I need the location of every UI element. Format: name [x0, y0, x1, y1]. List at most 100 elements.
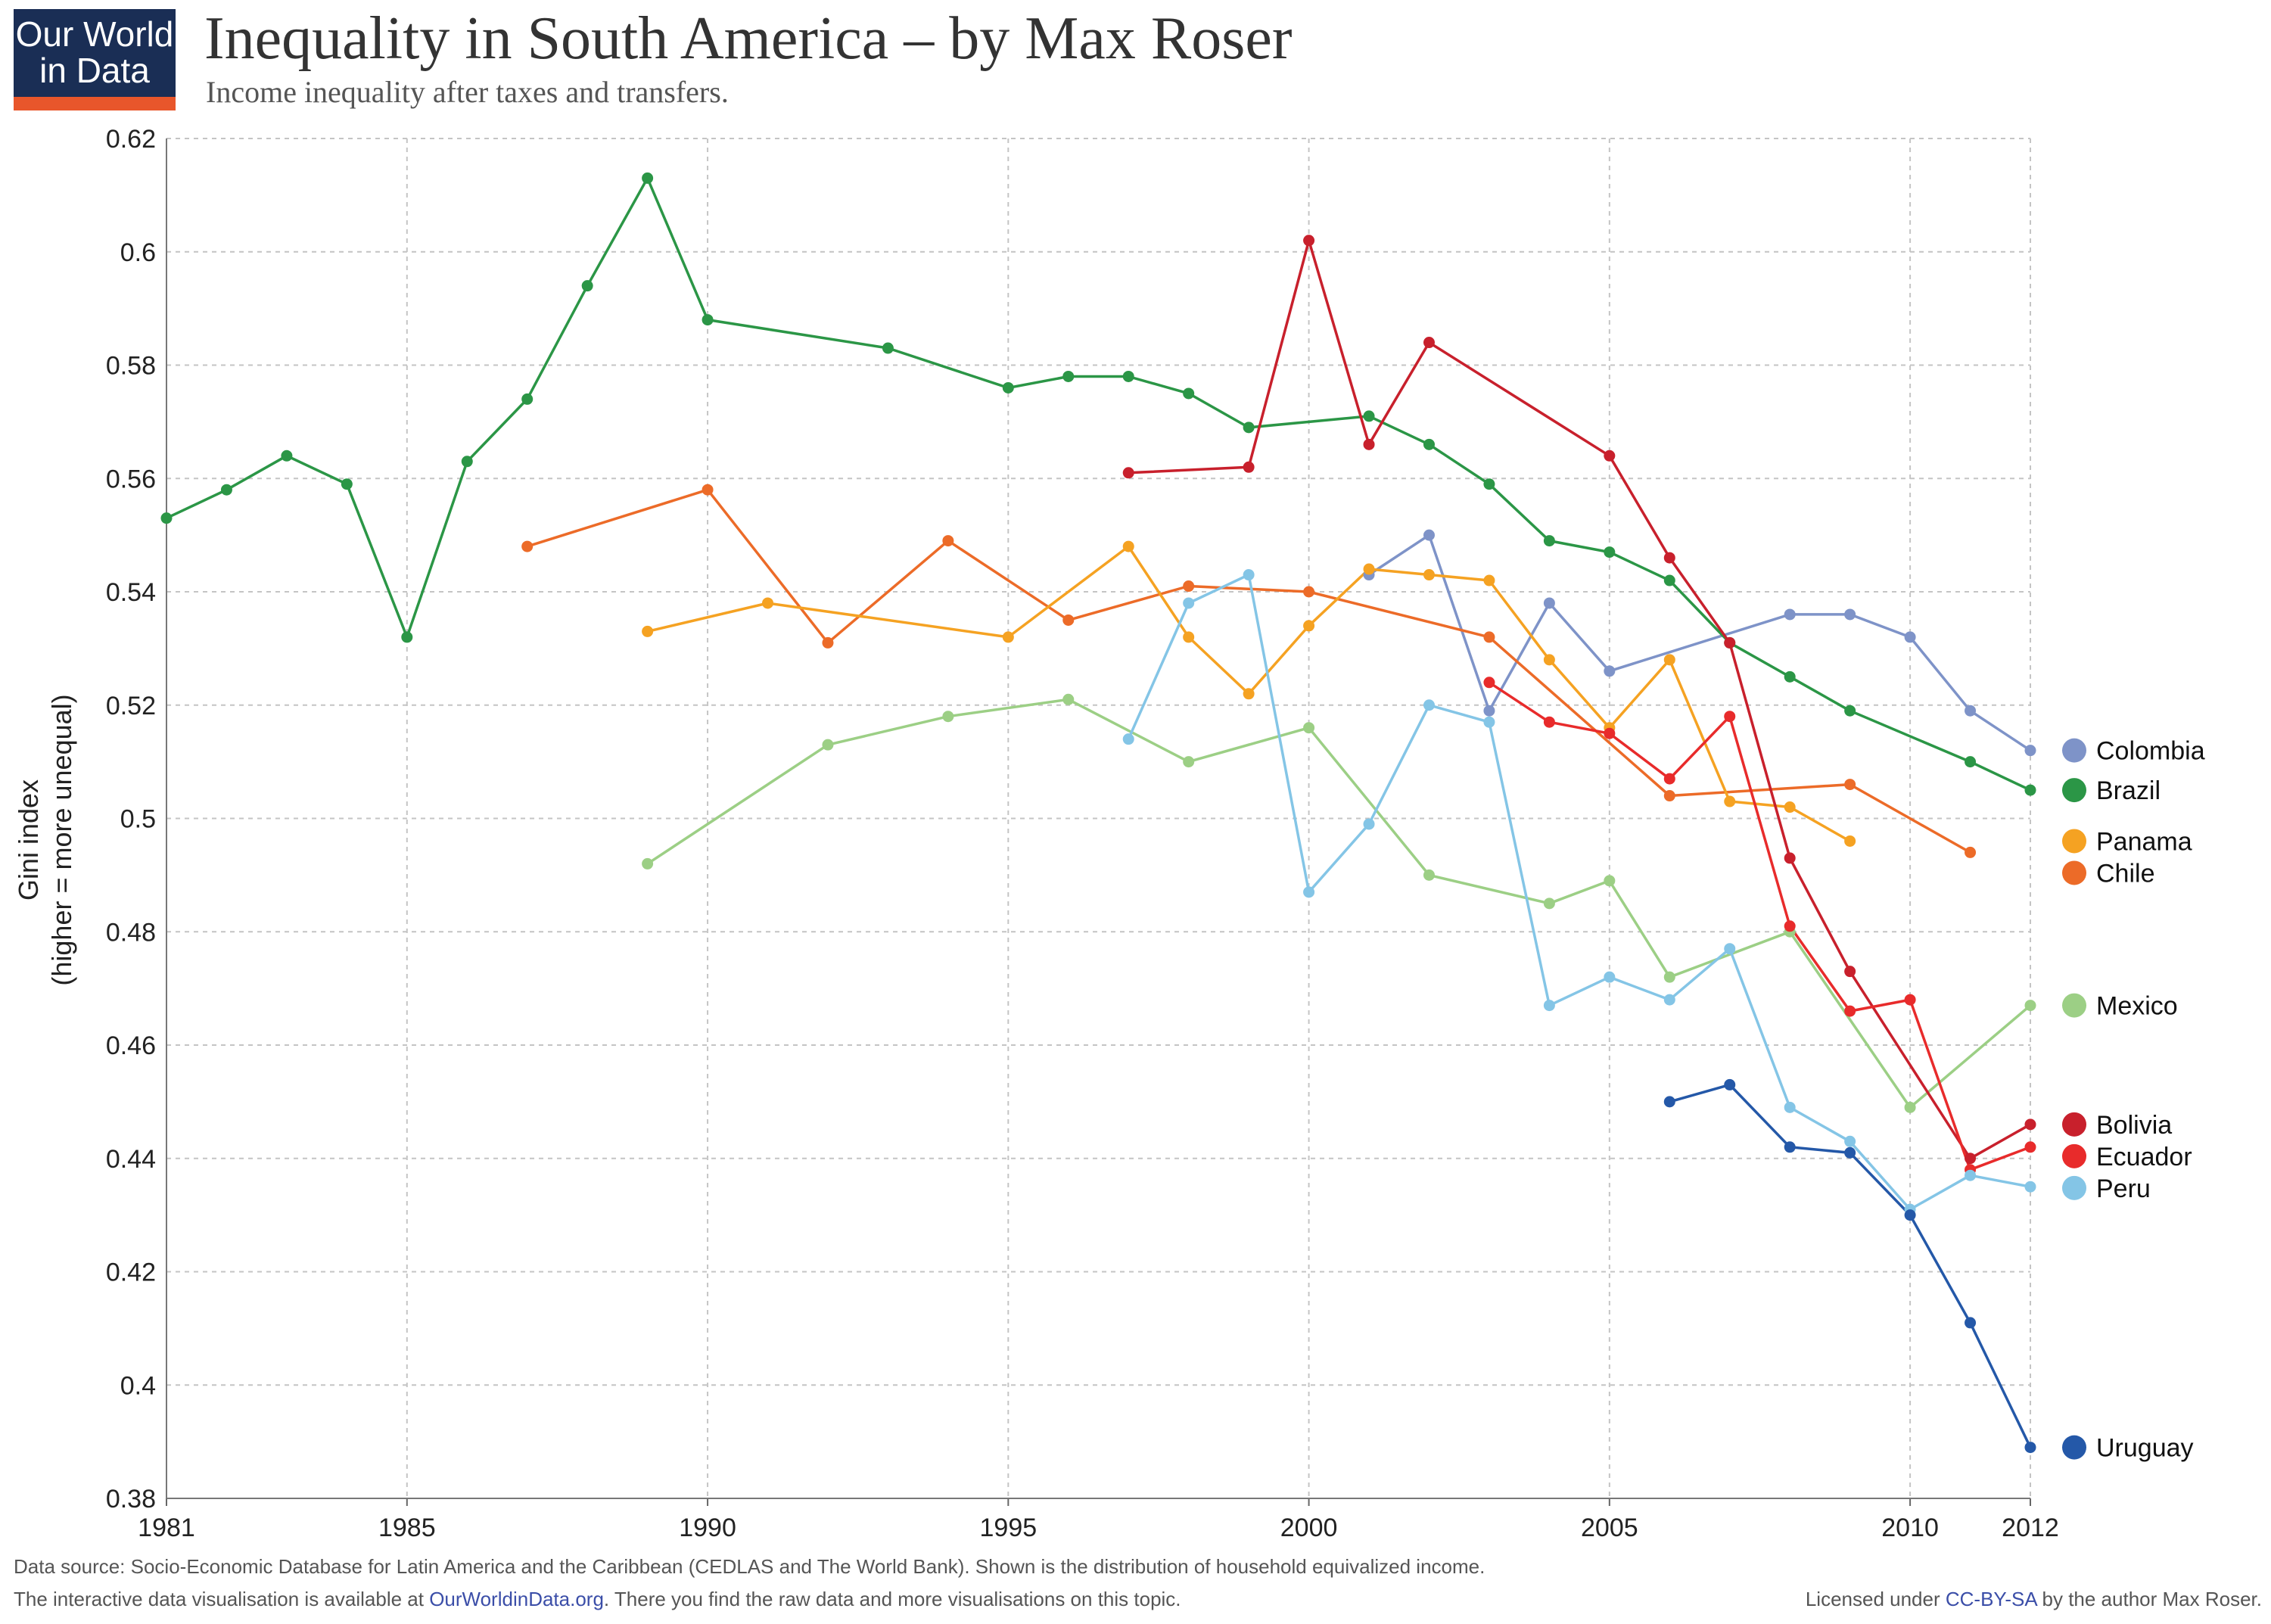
data-point-panama [1724, 795, 1736, 807]
series-line-peru [1127, 573, 2031, 1211]
data-point-uruguay [1663, 1096, 1675, 1108]
data-point-peru [1724, 943, 1736, 955]
legend-swatch-chile [2062, 860, 2086, 885]
data-point-colombia [2024, 745, 2036, 757]
data-point-brazil [1243, 422, 1255, 434]
data-point-panama [1303, 620, 1315, 632]
legend-label-panama: Panama [2096, 827, 2192, 856]
data-point-peru [1183, 597, 1195, 609]
data-point-mexico [1183, 756, 1195, 768]
data-point-ecuador [1724, 711, 1736, 723]
data-point-bolivia [1122, 467, 1134, 479]
legend-swatch-brazil [2062, 778, 2086, 803]
data-point-peru [1423, 699, 1435, 711]
data-point-brazil [401, 631, 413, 643]
data-point-peru [1303, 886, 1315, 898]
data-point-peru [1604, 971, 1616, 983]
data-point-uruguay [1724, 1078, 1736, 1090]
data-point-ecuador [1543, 716, 1555, 728]
data-point-panama [1363, 563, 1375, 575]
data-point-chile [942, 535, 954, 547]
grid-lines [166, 138, 2031, 1498]
data-point-panama [1784, 801, 1796, 814]
data-point-ecuador [2024, 1141, 2036, 1153]
data-point-brazil [1122, 370, 1134, 382]
chart-subtitle: Income inequality after taxes and transf… [206, 75, 729, 109]
legend-swatch-panama [2062, 829, 2086, 854]
data-point-mexico [1303, 722, 1315, 734]
data-point-chile [1965, 846, 1977, 858]
data-point-ecuador [1604, 727, 1616, 739]
x-tick-label: 1995 [980, 1514, 1038, 1542]
data-point-peru [1844, 1135, 1856, 1147]
x-tick-label: 2000 [1280, 1514, 1338, 1542]
data-point-panama [1663, 654, 1675, 666]
legend-label-ecuador: Ecuador [2096, 1143, 2192, 1171]
data-point-brazil [341, 478, 353, 490]
series-lines [166, 176, 2032, 1448]
data-point-colombia [1844, 608, 1856, 621]
data-point-mexico [1062, 693, 1075, 705]
chart-title: Inequality in South America – by Max Ros… [204, 5, 1293, 72]
data-point-bolivia [1303, 235, 1315, 247]
data-point-brazil [281, 450, 293, 462]
data-point-bolivia [1844, 966, 1856, 978]
x-tick-label: 2012 [2002, 1514, 2059, 1542]
data-point-ecuador [1784, 920, 1796, 932]
data-point-mexico [2024, 1000, 2036, 1012]
y-tick-label: 0.56 [106, 465, 156, 493]
data-point-mexico [822, 739, 834, 751]
data-point-brazil [1965, 756, 1977, 768]
data-point-brazil [220, 484, 232, 496]
legend: Colombia Brazil Panama Chile Mexico Bolivia Ec… [2062, 737, 2205, 1463]
footer-interactive-prefix: The interactive data visualisation is av… [14, 1588, 430, 1610]
data-point-brazil [1604, 546, 1616, 558]
data-point-brazil [1844, 705, 1856, 717]
data-point-bolivia [1784, 852, 1796, 864]
data-point-mexico [1604, 875, 1616, 887]
data-point-brazil [1483, 478, 1495, 490]
data-point-chile [1062, 614, 1075, 626]
data-point-peru [2024, 1181, 2036, 1193]
data-point-peru [1122, 733, 1134, 745]
data-point-panama [1543, 654, 1555, 666]
series-line-panama [647, 545, 1851, 843]
data-point-brazil [1002, 381, 1014, 394]
footer-license-suffix: by the author Max Roser. [2036, 1588, 2263, 1610]
footer-license-prefix: Licensed under [1805, 1588, 1946, 1610]
logo-line-1: Our World [15, 14, 174, 54]
data-point-bolivia [1604, 450, 1616, 462]
data-point-ecuador [1483, 677, 1495, 689]
data-point-brazil [1784, 670, 1796, 683]
data-point-colombia [1784, 608, 1796, 621]
data-point-bolivia [1965, 1153, 1977, 1165]
legend-label-brazil: Brazil [2096, 776, 2161, 805]
owid-logo: Our World in Data [14, 9, 176, 110]
y-tick-label: 0.4 [120, 1371, 156, 1400]
license-link[interactable]: CC-BY-SA [1945, 1588, 2037, 1610]
footer-interactive-suffix: . There you find the raw data and more v… [603, 1588, 1181, 1610]
data-point-chile [1183, 580, 1195, 593]
y-tick-label: 0.54 [106, 578, 156, 607]
y-tick-label: 0.42 [106, 1258, 156, 1287]
data-point-colombia [1423, 529, 1435, 541]
y-tick-label: 0.5 [120, 805, 156, 834]
series-points [160, 172, 2036, 1454]
data-point-peru [1543, 1000, 1555, 1012]
data-point-colombia [1483, 705, 1495, 717]
legend-swatch-ecuador [2062, 1143, 2086, 1168]
legend-swatch-colombia [2062, 738, 2086, 763]
data-point-chile [1303, 586, 1315, 598]
owid-link[interactable]: OurWorldinData.org [429, 1588, 604, 1610]
data-point-chile [521, 540, 534, 552]
series-line-brazil [166, 176, 2031, 792]
legend-swatch-uruguay [2062, 1435, 2086, 1460]
data-point-panama [1002, 631, 1014, 643]
series-line-ecuador [1488, 681, 2031, 1171]
data-point-brazil [1423, 438, 1435, 450]
footer-license: Licensed under CC-BY-SA by the author Ma… [1806, 1588, 2262, 1611]
y-tick-label: 0.6 [120, 238, 156, 267]
data-point-mexico [642, 857, 654, 870]
data-point-bolivia [1724, 636, 1736, 649]
